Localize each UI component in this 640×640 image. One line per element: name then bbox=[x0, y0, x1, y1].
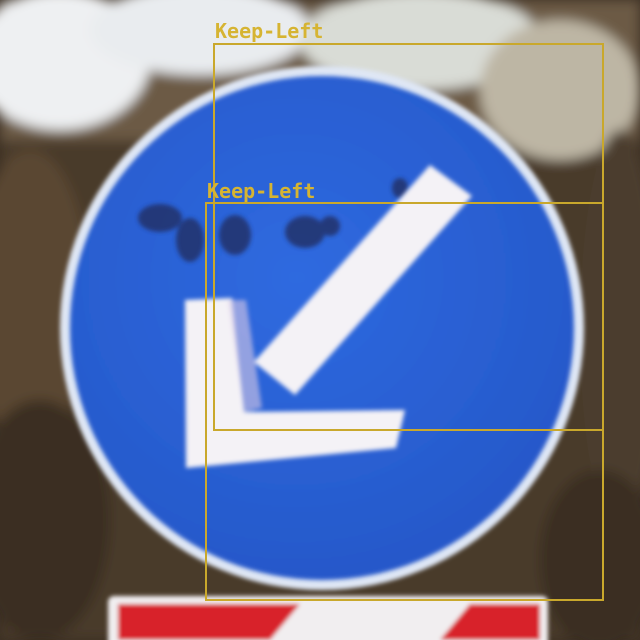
supplementary-plate bbox=[108, 596, 548, 640]
detection-label-1: Keep-Left bbox=[215, 19, 324, 43]
dirt-marks bbox=[138, 178, 408, 262]
detection-label-2: Keep-Left bbox=[207, 179, 316, 203]
arrow-icon bbox=[185, 165, 472, 468]
detection-box-2 bbox=[205, 202, 604, 601]
